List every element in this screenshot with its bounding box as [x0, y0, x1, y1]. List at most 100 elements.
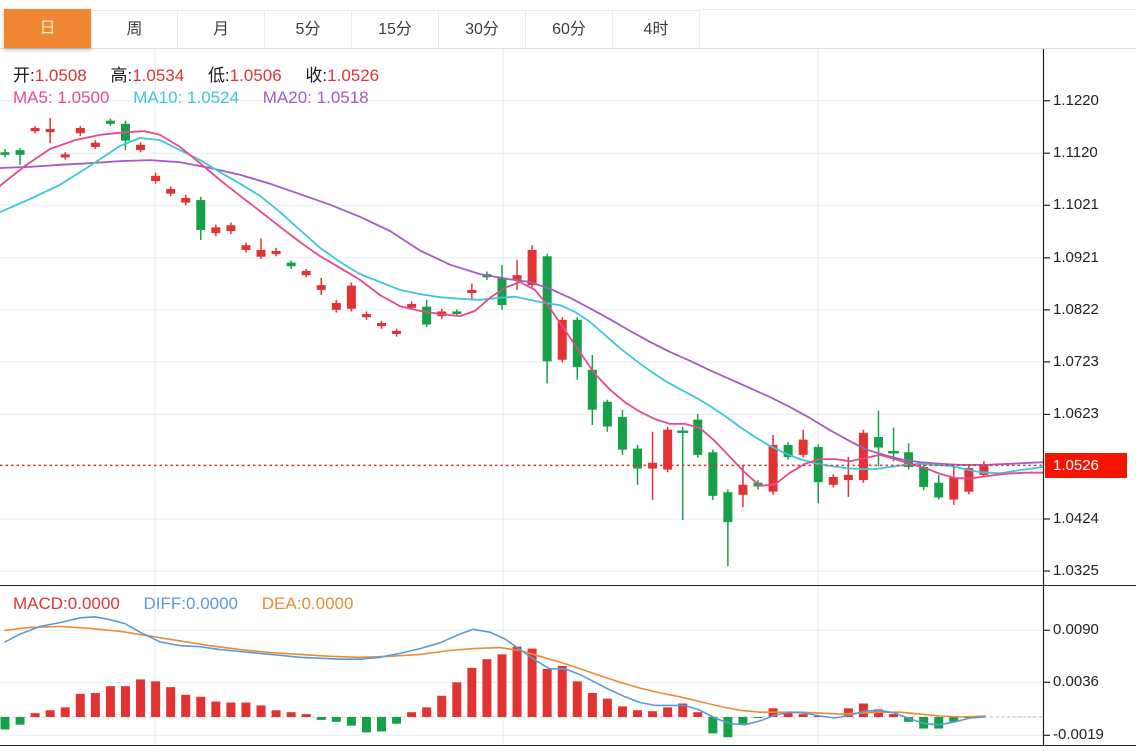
- candle-body: [949, 477, 959, 500]
- macd-histogram-bar: [617, 706, 627, 717]
- candle-body: [286, 262, 296, 267]
- candle-body: [557, 319, 567, 360]
- candle-body: [677, 430, 689, 433]
- macd-histogram-bar: [949, 717, 959, 722]
- candle-body: [422, 306, 432, 325]
- tab-bar-spacer: [700, 9, 1136, 48]
- candle-body: [377, 322, 386, 327]
- macd-histogram-bar: [587, 692, 597, 717]
- macd-histogram-bar: [407, 712, 417, 717]
- candle-body: [361, 314, 371, 318]
- macd-histogram-bar: [633, 710, 643, 717]
- candle-body: [768, 444, 778, 492]
- price-axis-label: 1.0325: [1053, 562, 1099, 579]
- candle-body: [617, 417, 627, 450]
- close-label: 收:: [305, 66, 328, 85]
- candle-body: [708, 452, 718, 496]
- open-value: 1.0508: [34, 66, 87, 85]
- candle-body: [60, 154, 70, 158]
- price-axis-label: 1.0723: [1053, 352, 1099, 370]
- candle-body: [964, 468, 974, 492]
- price-axis-label: 1.0921: [1053, 248, 1099, 266]
- candle-body: [467, 289, 477, 294]
- candle-body: [527, 249, 537, 286]
- macd-histogram-bar: [602, 698, 612, 717]
- candle-body: [587, 369, 597, 410]
- tab-60min[interactable]: 60分: [526, 10, 613, 48]
- macd-histogram-bar: [723, 717, 733, 738]
- tab-month[interactable]: 月: [178, 10, 265, 48]
- macd-histogram-bar: [783, 712, 793, 717]
- candle-body: [136, 144, 146, 151]
- macd-histogram-bar: [437, 695, 447, 717]
- close-value: 1.0526: [327, 66, 380, 85]
- period-tab-bar: 日周月 5分 15分 30分 60分 4时: [0, 0, 1136, 49]
- candle-body: [497, 277, 507, 306]
- macd-histogram-bar: [181, 694, 191, 717]
- candle-body: [843, 474, 853, 481]
- candle-body: [979, 465, 989, 475]
- macd-histogram-bar: [708, 717, 718, 734]
- candle-body: [241, 245, 251, 250]
- price-axis-label: 1.0424: [1053, 509, 1099, 527]
- ohlc-legend: 开:1.0508 高:1.0534 低:1.0506 收:1.0526: [13, 61, 398, 86]
- price-axis-label: 1.1120: [1053, 144, 1098, 162]
- macd-histogram-bar: [45, 710, 55, 717]
- tab-30min[interactable]: 30分: [439, 10, 526, 48]
- candle-body: [873, 437, 883, 448]
- macd-value: 0.0000: [67, 594, 120, 613]
- tab-5min[interactable]: 5分: [265, 10, 352, 48]
- macd-histogram-bar: [889, 714, 899, 717]
- tab-week[interactable]: 周: [91, 10, 178, 48]
- macd-histogram-bar: [196, 696, 206, 717]
- candle-body: [196, 200, 206, 230]
- price-axis-label: 1.0623: [1053, 405, 1099, 423]
- candle-body: [331, 303, 341, 310]
- candle-body: [693, 419, 703, 455]
- candle-body: [181, 197, 191, 203]
- macd-histogram-bar: [286, 712, 296, 717]
- candle-body: [572, 319, 582, 368]
- macd-histogram-bar: [256, 705, 266, 717]
- macd-histogram-bar: [211, 701, 221, 717]
- candle-body: [166, 188, 176, 194]
- macd-axis-label: 0.0036: [1053, 673, 1099, 691]
- candle-body: [271, 250, 281, 255]
- macd-label: MACD:: [13, 594, 68, 613]
- candle-body: [663, 429, 673, 470]
- ma5-line: [0, 130, 1044, 487]
- macd-histogram-bar: [0, 717, 10, 730]
- candle-body: [316, 285, 326, 290]
- ma20-line: [0, 159, 1044, 466]
- ma20-value: 1.0518: [316, 88, 369, 107]
- macd-histogram-bar: [346, 717, 356, 726]
- macd-histogram-bar: [316, 717, 326, 720]
- candle-body: [858, 432, 868, 481]
- diff-line: [4, 615, 986, 726]
- macd-legend: MACD:0.0000 DIFF:0.0000 DEA:0.0000: [13, 594, 372, 614]
- ma10-value: 1.0524: [187, 88, 240, 107]
- tab-day[interactable]: 日: [4, 9, 91, 48]
- ma5-value: 1.0500: [57, 88, 110, 107]
- macd-histogram-bar: [904, 717, 914, 722]
- tab-15min[interactable]: 15分: [352, 10, 439, 48]
- diff-value: 0.0000: [186, 594, 239, 613]
- macd-histogram-bar: [241, 702, 251, 717]
- macd-histogram-bar: [542, 668, 552, 717]
- macd-histogram-bar: [813, 716, 823, 718]
- candle-body: [602, 401, 612, 427]
- macd-histogram-bar: [15, 717, 25, 725]
- macd-histogram-bar: [873, 709, 883, 717]
- high-value: 1.0534: [132, 66, 185, 85]
- candle-body: [30, 128, 40, 132]
- macd-histogram-bar: [75, 693, 85, 717]
- macd-histogram-bar: [422, 707, 432, 717]
- macd-histogram-bar: [166, 687, 176, 717]
- macd-histogram-bar: [271, 710, 281, 717]
- tab-4hour[interactable]: 4时: [613, 10, 700, 48]
- macd-histogram-bar: [467, 667, 477, 717]
- candle-body: [105, 120, 115, 124]
- candle-body: [15, 150, 25, 155]
- price-axis-label: 1.0822: [1053, 300, 1099, 318]
